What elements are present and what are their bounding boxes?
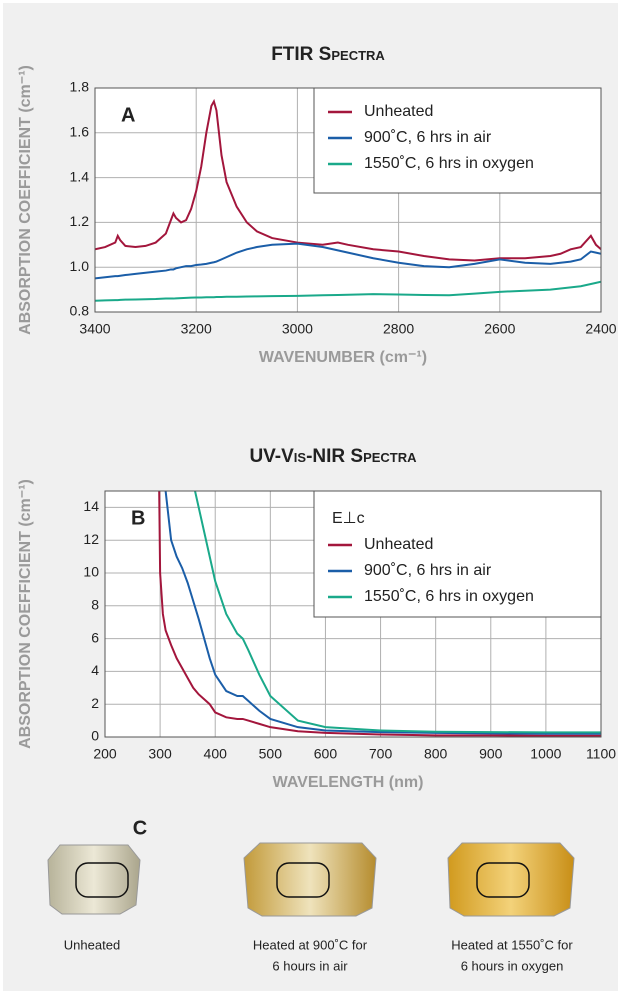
legend-label: 1550˚C, 6 hrs in oxygen bbox=[364, 588, 534, 605]
y-tick-label: 1.2 bbox=[70, 213, 90, 229]
y-tick-label: 0 bbox=[91, 728, 99, 744]
series-line bbox=[95, 280, 601, 302]
x-tick-label: 2600 bbox=[484, 321, 515, 337]
photo-caption: 6 hours in air bbox=[272, 958, 348, 973]
x-tick-label: 400 bbox=[204, 746, 228, 762]
series-line bbox=[95, 242, 601, 280]
y-tick-label: 1.8 bbox=[70, 79, 90, 95]
chart: FTIR Spectra 3400 3200 3000 2800 2600 2400 0.8 1… bbox=[17, 44, 617, 366]
outline bbox=[476, 862, 530, 898]
x-tick-label: 3400 bbox=[79, 321, 110, 337]
outline bbox=[75, 862, 129, 898]
y-tick-label: 1.6 bbox=[70, 124, 90, 140]
x-tick-label: 3000 bbox=[282, 321, 313, 337]
x-tick-label: 2400 bbox=[585, 321, 616, 337]
y-tick-label: 12 bbox=[83, 531, 99, 547]
y-tick-label: 2 bbox=[91, 695, 99, 711]
x-axis-title: WAVELENGTH (nm) bbox=[273, 774, 424, 791]
x-tick-label: 1100 bbox=[586, 746, 616, 762]
x-tick-label: 600 bbox=[314, 746, 338, 762]
series-line bbox=[193, 491, 601, 734]
y-axis-title: ABSORPTION COEFFICIENT (cm⁻¹) bbox=[17, 65, 34, 335]
legend-label: Unheated bbox=[364, 103, 433, 120]
photo-caption: Heated at 900˚C for bbox=[253, 937, 368, 952]
photo-caption: 6 hours in oxygen bbox=[461, 958, 564, 973]
legend-box bbox=[313, 490, 602, 618]
chart-title: FTIR Spectra bbox=[271, 44, 385, 65]
y-axis-title: ABSORPTION COEFFICIENT (cm⁻¹) bbox=[17, 479, 34, 749]
x-tick-label: 900 bbox=[479, 746, 503, 762]
legend-box bbox=[313, 87, 602, 194]
photo bbox=[47, 844, 141, 915]
legend-label: 900˚C, 6 hrs in air bbox=[364, 562, 492, 579]
y-tick-label: 6 bbox=[91, 629, 99, 645]
panel-label: C bbox=[133, 817, 147, 839]
y-tick-label: 8 bbox=[91, 597, 99, 613]
chart: UV-Vis-NIR Spectra 200 300 400 500 600 700 800 9… bbox=[17, 446, 616, 791]
y-tick-label: 10 bbox=[83, 564, 99, 580]
y-tick-label: 1.0 bbox=[70, 258, 90, 274]
legend-title: E⊥c bbox=[332, 510, 365, 527]
y-tick-label: 4 bbox=[91, 662, 99, 678]
x-tick-label: 800 bbox=[424, 746, 448, 762]
x-axis-title: WAVENUMBER (cm⁻¹) bbox=[259, 349, 427, 366]
photo-panel: C bbox=[47, 817, 575, 917]
x-tick-label: 2800 bbox=[383, 321, 414, 337]
y-tick-label: 0.8 bbox=[70, 303, 90, 319]
photo-caption: Unheated bbox=[64, 937, 120, 952]
y-tick-label: 1.4 bbox=[70, 168, 90, 184]
y-tick-label: 14 bbox=[83, 498, 99, 514]
chart-title: UV-Vis-NIR Spectra bbox=[249, 446, 417, 467]
x-tick-label: 300 bbox=[148, 746, 172, 762]
legend-label: 1550˚C, 6 hrs in oxygen bbox=[364, 155, 534, 172]
x-tick-label: 200 bbox=[93, 746, 117, 762]
x-tick-label: 3200 bbox=[181, 321, 212, 337]
legend-label: Unheated bbox=[364, 536, 433, 553]
outline bbox=[276, 862, 330, 898]
series-line bbox=[158, 491, 601, 737]
photo bbox=[243, 842, 377, 917]
series-line bbox=[95, 98, 601, 262]
legend-label: 900˚C, 6 hrs in air bbox=[364, 129, 492, 146]
series-line bbox=[164, 491, 601, 735]
panel-label: B bbox=[131, 507, 145, 529]
x-tick-label: 500 bbox=[259, 746, 283, 762]
photo-caption: Heated at 1550˚C for bbox=[451, 937, 573, 952]
x-tick-label: 700 bbox=[369, 746, 393, 762]
photo bbox=[447, 842, 575, 917]
x-tick-label: 1000 bbox=[530, 746, 561, 762]
panel-label: A bbox=[121, 104, 135, 126]
